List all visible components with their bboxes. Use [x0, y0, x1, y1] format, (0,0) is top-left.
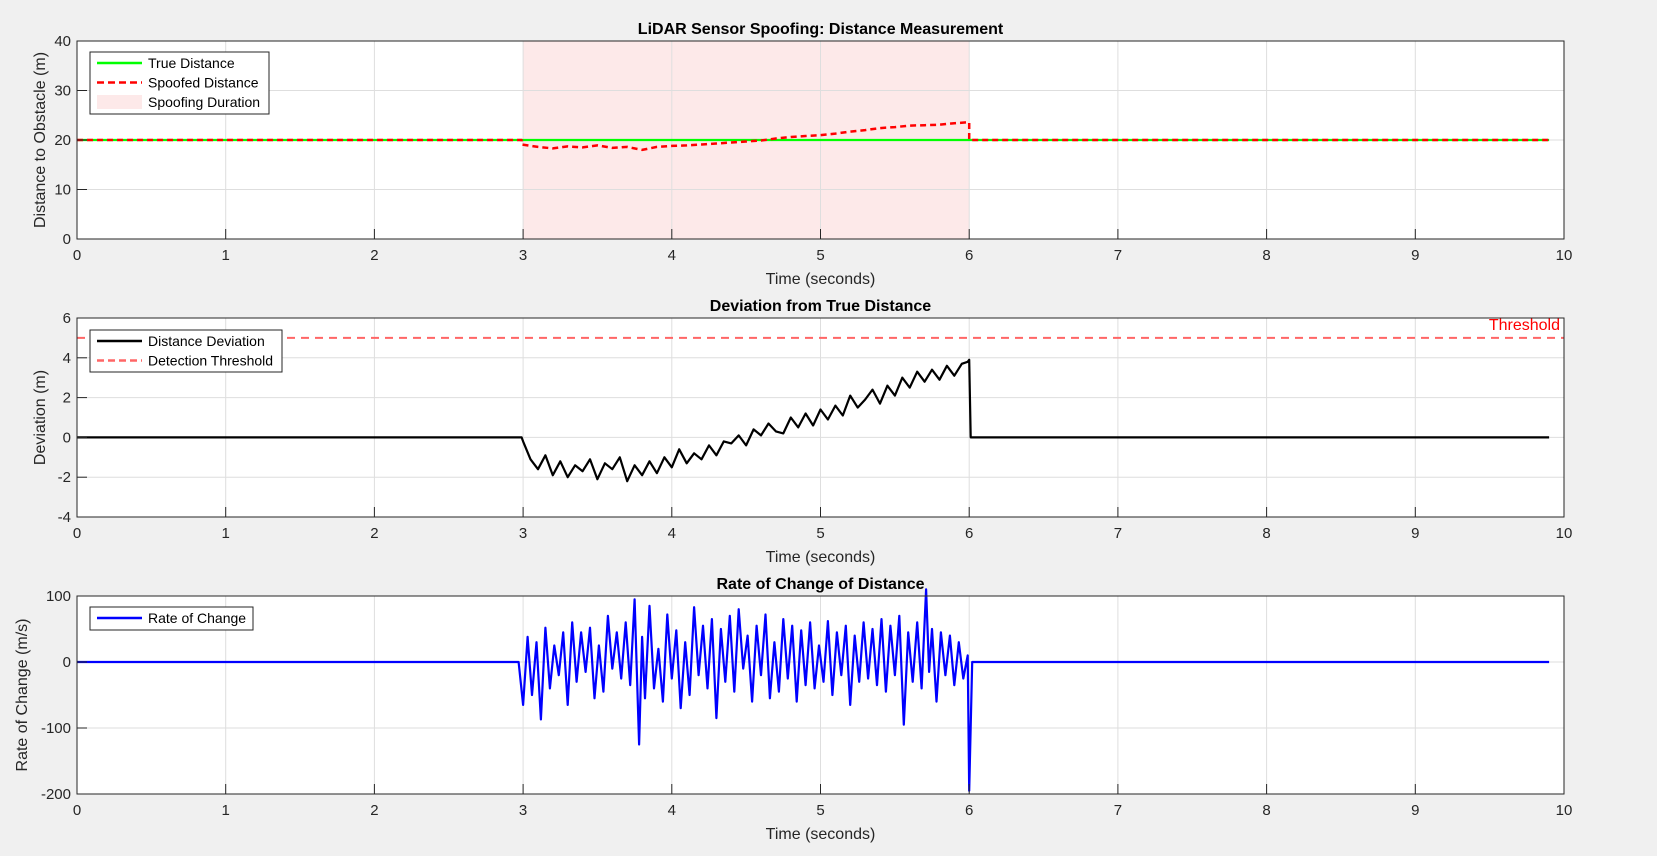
x-tick-label: 3: [519, 802, 527, 819]
x-tick-label: 5: [816, 247, 824, 264]
legend-label: True Distance: [148, 55, 235, 71]
x-tick-label: 5: [816, 802, 824, 819]
y-tick-label: 2: [63, 390, 71, 407]
x-tick-label: 5: [816, 525, 824, 542]
chart-title: Rate of Change of Distance: [716, 576, 924, 593]
legend-box: [89, 329, 283, 373]
x-tick-label: 8: [1262, 802, 1270, 819]
y-tick-label: 100: [46, 588, 71, 605]
series-line-distance-deviation: [77, 358, 1550, 483]
y-tick-label: 40: [54, 33, 71, 50]
x-tick-label: 2: [370, 247, 378, 264]
x-tick-label: 9: [1411, 247, 1419, 264]
x-tick-label: 0: [73, 247, 81, 264]
series-line-rate-of-change: [77, 588, 1550, 792]
legend-label: Detection Threshold: [148, 353, 273, 369]
legend-box: [89, 606, 254, 631]
series-line-spoofed-distance: [77, 120, 1550, 152]
y-tick-label: -4: [58, 509, 71, 526]
subplot-3: 0 1 2 3 4 5 6 7 8 9 10 -200 -100 0 100 Rate of Change o…: [14, 576, 1572, 843]
legend-label: Distance Deviation: [148, 333, 265, 349]
x-tick-label: 4: [668, 525, 676, 542]
chart-title: LiDAR Sensor Spoofing: Distance Measurem…: [638, 21, 1004, 38]
x-tick-label: 1: [222, 247, 230, 264]
x-tick-label: 10: [1556, 525, 1573, 542]
y-tick-label: -200: [41, 786, 71, 803]
x-tick-label: 8: [1262, 525, 1270, 542]
legend: Rate of Change: [89, 606, 254, 631]
legend: True Distance Spoofed Distance Spoofing Du…: [89, 51, 270, 115]
x-tick-label: 4: [668, 802, 676, 819]
x-axis-label: Time (seconds): [766, 549, 876, 566]
y-tick-label: 10: [54, 182, 71, 199]
y-tick-label: 20: [54, 132, 71, 149]
y-axis-label: Deviation (m): [32, 370, 49, 465]
x-tick-label: 3: [519, 525, 527, 542]
y-tick-label: 6: [63, 310, 71, 327]
subplot-1: 0 1 2 3 4 5 6 7 8 9 10 0 10 20 30 40 LiDAR Sensor Spoofi…: [32, 21, 1572, 288]
x-tick-label: 7: [1114, 802, 1122, 819]
legend-swatch: [97, 95, 142, 109]
y-tick-label: 30: [54, 83, 71, 100]
x-tick-label: 6: [965, 802, 973, 819]
x-tick-label: 0: [73, 525, 81, 542]
x-axis-label: Time (seconds): [766, 826, 876, 843]
x-tick-label: 10: [1556, 802, 1573, 819]
y-tick-label: -100: [41, 720, 71, 737]
x-tick-label: 3: [519, 247, 527, 264]
x-tick-label: 8: [1262, 247, 1270, 264]
y-tick-label: 0: [63, 654, 71, 671]
x-tick-label: 0: [73, 802, 81, 819]
legend: Distance Deviation Detection Threshold: [89, 329, 283, 373]
x-tick-label: 1: [222, 802, 230, 819]
y-axis-label: Rate of Change (m/s): [14, 619, 31, 772]
x-tick-label: 4: [668, 247, 676, 264]
x-axis-label: Time (seconds): [766, 271, 876, 288]
threshold-annotation: Threshold: [1489, 317, 1560, 334]
x-tick-label: 1: [222, 525, 230, 542]
y-tick-label: 4: [63, 350, 71, 367]
x-tick-label: 7: [1114, 525, 1122, 542]
legend-label: Spoofed Distance: [148, 75, 259, 91]
x-tick-label: 9: [1411, 802, 1419, 819]
x-tick-label: 7: [1114, 247, 1122, 264]
x-tick-label: 6: [965, 525, 973, 542]
x-tick-label: 9: [1411, 525, 1419, 542]
y-tick-label: 0: [63, 429, 71, 446]
y-tick-label: -2: [58, 469, 71, 486]
x-tick-label: 10: [1556, 247, 1573, 264]
x-tick-label: 2: [370, 525, 378, 542]
x-tick-label: 2: [370, 802, 378, 819]
legend-label: Spoofing Duration: [148, 94, 260, 110]
y-axis-label: Distance to Obstacle (m): [32, 52, 49, 228]
legend-label: Rate of Change: [148, 610, 246, 626]
y-tick-label: 0: [63, 231, 71, 248]
x-tick-label: 6: [965, 247, 973, 264]
subplot-2: Threshold 0 1 2 3 4 5 6 7 8 9 10 -4 -2 0 2 4 6 Deviation f…: [32, 298, 1572, 566]
chart-title: Deviation from True Distance: [710, 298, 931, 315]
